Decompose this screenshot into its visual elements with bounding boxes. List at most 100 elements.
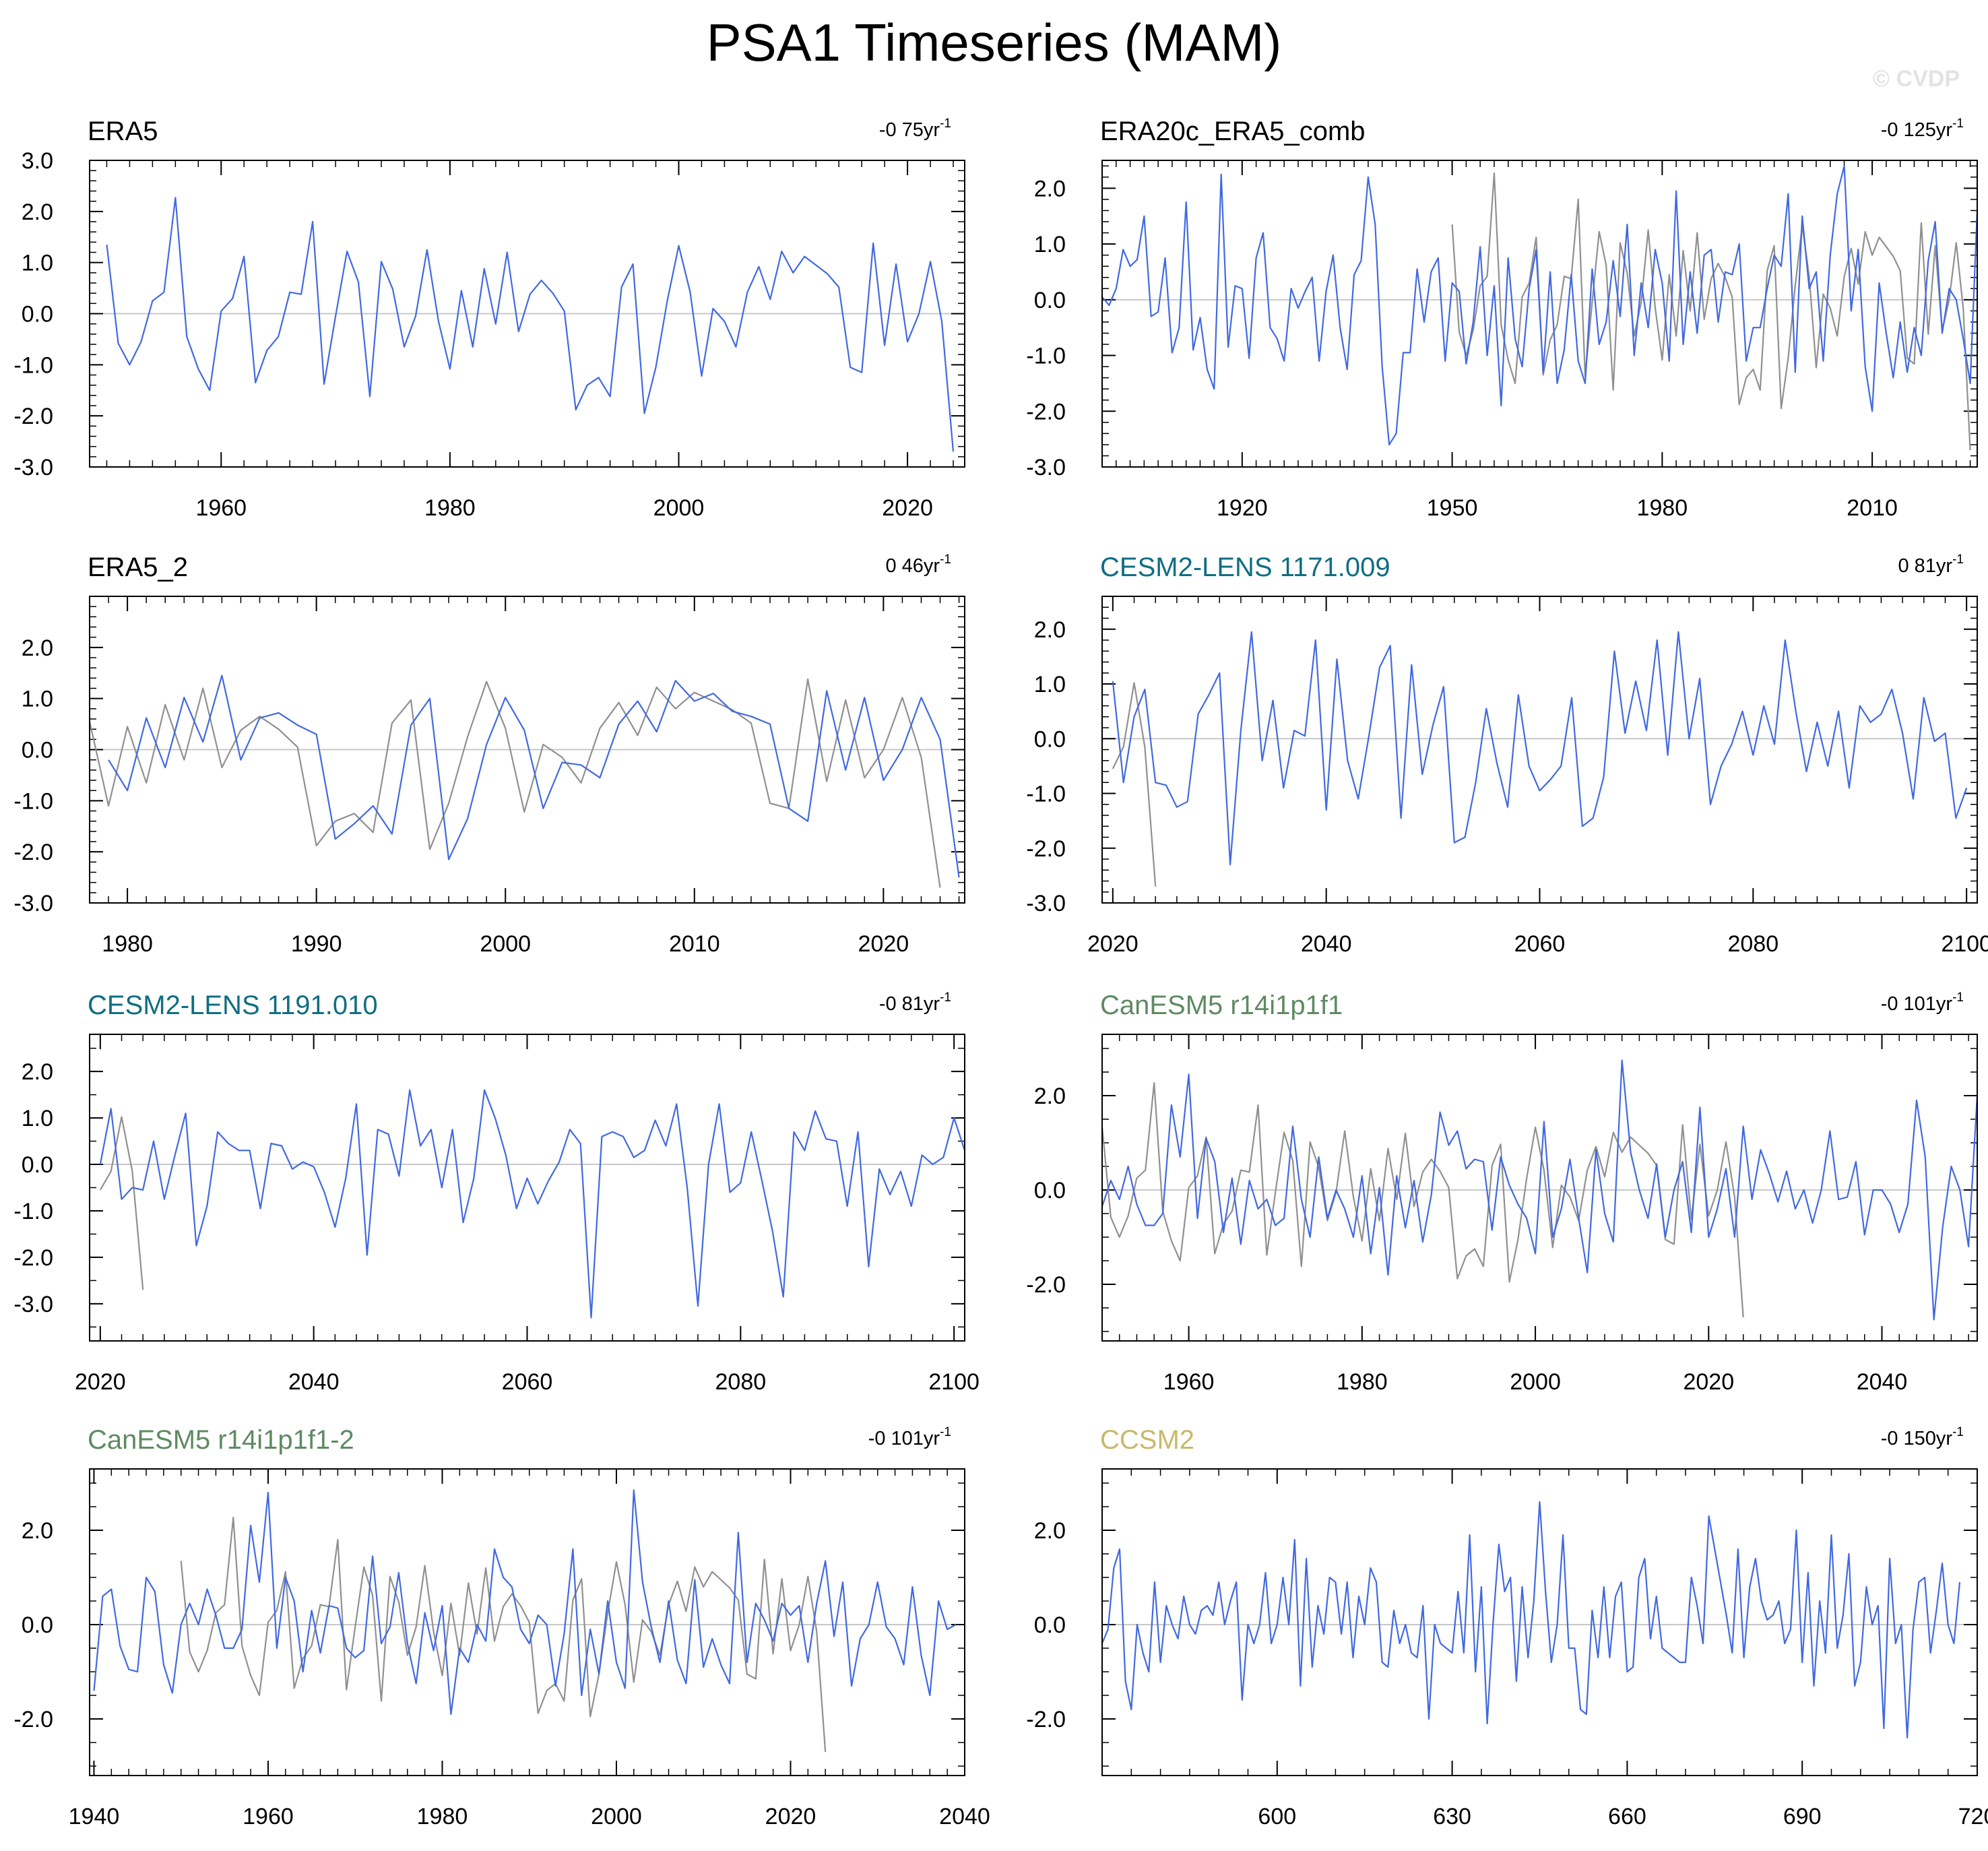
series-line-cesm2-lens-1171-009	[1112, 631, 1968, 866]
y-tick-label: 0.0	[1034, 288, 1066, 313]
plot-frame	[1101, 160, 1978, 468]
series-line-era5-overlay	[1451, 172, 1971, 451]
figure-title: PSA1 Timeseries (MAM)	[706, 13, 1282, 72]
plot-frame	[89, 1468, 965, 1776]
chart-panel-ccsm2: CCSM2 -0 150yr-1 600 630 660 690 720 2.0 0.0 -2.0	[1026, 1425, 1988, 1829]
trend-label: -0 75yr-1	[879, 117, 951, 141]
y-tick-label: 2.0	[1034, 1518, 1066, 1544]
y-tick-label: 2.0	[22, 1059, 53, 1085]
x-tick-label: 1920	[1217, 495, 1268, 521]
trend-unit: yr	[1936, 1428, 1953, 1449]
x-tick-label: 630	[1433, 1804, 1471, 1829]
x-tick-label: 2010	[1847, 495, 1898, 521]
y-tick-label: 2.0	[1034, 176, 1066, 201]
y-tick-label: 3.0	[22, 148, 53, 174]
trend-exponent: -1	[940, 991, 951, 1005]
x-tick-label: 2020	[858, 931, 909, 957]
series-line-era5-overlay	[99, 1116, 144, 1290]
trend-label: 0 46yr-1	[885, 553, 951, 577]
trend-exponent: -1	[940, 553, 951, 567]
x-tick-label: 1980	[417, 1804, 468, 1829]
trend-value: -0 125	[1881, 119, 1936, 141]
series-line-era5-overlay	[1102, 1081, 1744, 1318]
y-tick-label: 2.0	[22, 1518, 53, 1544]
y-tick-label: 2.0	[22, 635, 53, 661]
x-tick-label: 1940	[69, 1804, 120, 1829]
plot-frame	[89, 596, 965, 904]
y-tick-label: -3.0	[13, 455, 53, 480]
x-tick-label: 2080	[1728, 931, 1779, 957]
y-tick-label: -1.0	[1026, 344, 1066, 369]
panel-title: CESM2-LENS 1191.010	[88, 991, 378, 1020]
x-tick-label: 2040	[1301, 931, 1352, 957]
y-tick-label: 0.0	[22, 738, 53, 763]
chart-panel-canesm5: CanESM5 r14i1p1f1 -0 101yr-1 1960 1980 2000 2…	[1026, 991, 1978, 1395]
trend-exponent: -1	[1952, 1425, 1964, 1439]
x-tick-label: 1980	[424, 495, 476, 521]
trend-value: 0 46	[885, 555, 923, 577]
y-tick-label: 2.0	[22, 199, 53, 225]
x-tick-label: 690	[1783, 1804, 1822, 1829]
x-tick-label: 2020	[75, 1369, 126, 1395]
x-tick-label: 1950	[1427, 495, 1478, 521]
y-tick-label: 0.0	[1034, 1178, 1066, 1203]
x-tick-label: 2100	[928, 1369, 980, 1395]
trend-exponent: -1	[1952, 991, 1964, 1005]
series-line-era5-overlay	[90, 678, 941, 888]
y-tick-label: 1.0	[1034, 232, 1066, 257]
y-tick-label: 2.0	[1034, 617, 1066, 643]
y-tick-label: -3.0	[13, 891, 53, 916]
plot-frame	[89, 160, 965, 468]
x-tick-label: 2000	[1510, 1369, 1561, 1395]
trend-value: -0 101	[1881, 993, 1936, 1015]
y-tick-label: -2.0	[13, 1245, 53, 1271]
x-tick-label: 600	[1258, 1804, 1296, 1829]
x-tick-label: 2060	[502, 1369, 553, 1395]
x-tick-label: 2020	[765, 1804, 816, 1829]
x-tick-label: 1960	[1163, 1369, 1215, 1395]
trend-label: -0 101yr-1	[868, 1425, 951, 1449]
y-tick-label: -1.0	[13, 1199, 53, 1224]
panel-title: CCSM2	[1100, 1425, 1194, 1455]
trend-unit: yr	[924, 993, 940, 1015]
y-tick-label: -3.0	[1026, 891, 1066, 916]
y-tick-label: -3.0	[13, 1292, 53, 1317]
trend-label: -0 125yr-1	[1881, 117, 1964, 141]
series-line-era5	[106, 197, 955, 452]
panel-title: CanESM5 r14i1p1f1-2	[88, 1425, 354, 1455]
chart-panel-era5_2: ERA5_2 0 46yr-1 1980 1990 2000 2010 2020 2.0 1.0…	[13, 553, 965, 957]
x-tick-label: 1990	[291, 931, 342, 957]
y-tick-label: 2.0	[1034, 1084, 1066, 1109]
y-tick-label: -1.0	[13, 352, 53, 378]
y-tick-label: -2.0	[13, 840, 53, 865]
y-tick-label: 1.0	[22, 1106, 53, 1131]
x-tick-label: 2080	[715, 1369, 767, 1395]
trend-exponent: -1	[940, 117, 951, 131]
trend-unit: yr	[924, 555, 940, 577]
x-tick-label: 1960	[195, 495, 247, 521]
panel-title: ERA5	[88, 117, 158, 146]
x-tick-label: 1980	[1337, 1369, 1388, 1395]
plot-frame	[89, 1034, 965, 1342]
x-tick-label: 2000	[480, 931, 531, 957]
series-line-canesm5-r14i1p1f1	[1102, 1059, 1977, 1321]
chart-panel-cesm2_1171: CESM2-LENS 1171.009 0 81yr-1 2020 2040 2060 2…	[1026, 553, 1988, 957]
chart-panel-era20c: ERA20c_ERA5_comb -0 125yr-1 1920 1950 1980 20…	[1026, 117, 1978, 521]
y-tick-label: 0.0	[1034, 1612, 1066, 1638]
trend-value: -0 101	[868, 1428, 924, 1449]
series-line-era5-overlay	[180, 1517, 827, 1753]
x-tick-label: 2000	[653, 495, 705, 521]
y-tick-label: -2.0	[1026, 399, 1066, 425]
y-tick-label: 0.0	[22, 1152, 53, 1178]
y-tick-label: 1.0	[22, 687, 53, 712]
trend-unit: yr	[1936, 993, 1953, 1015]
cvdp-watermark: © CVDP	[1873, 66, 1960, 92]
x-tick-label: 660	[1608, 1804, 1646, 1829]
x-tick-label: 2040	[288, 1369, 340, 1395]
plot-frame	[1101, 596, 1978, 904]
plot-frame	[1101, 1468, 1978, 1776]
y-tick-label: -2.0	[13, 404, 53, 429]
series-line-era5-2	[108, 674, 960, 878]
y-tick-label: -2.0	[1026, 836, 1066, 862]
